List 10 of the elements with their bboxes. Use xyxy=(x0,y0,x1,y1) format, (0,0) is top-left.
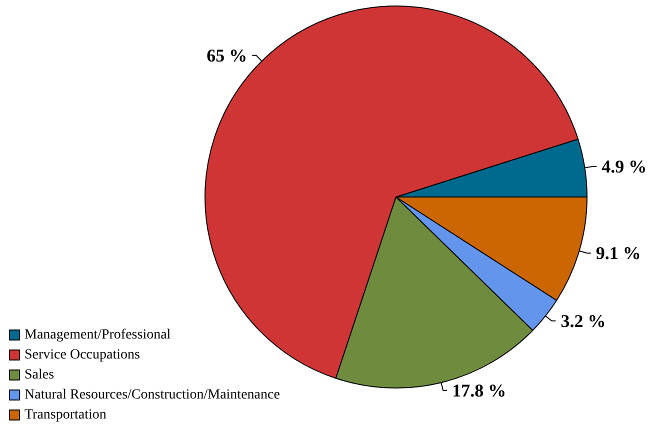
legend-label: Management/Professional xyxy=(24,328,171,342)
data-label: 4.9 % xyxy=(602,156,647,176)
data-label: 9.1 % xyxy=(596,243,641,264)
legend-label: Transportation xyxy=(24,408,106,422)
legend-label: Service Occupations xyxy=(24,348,140,362)
data-label: 17.8 % xyxy=(452,380,506,400)
legend-label: Sales xyxy=(24,368,54,382)
data-label: 3.2 % xyxy=(560,310,606,331)
data-label: 65 % xyxy=(206,45,248,66)
legend-label: Natural Resources/Construction/Maintenance xyxy=(24,388,280,402)
